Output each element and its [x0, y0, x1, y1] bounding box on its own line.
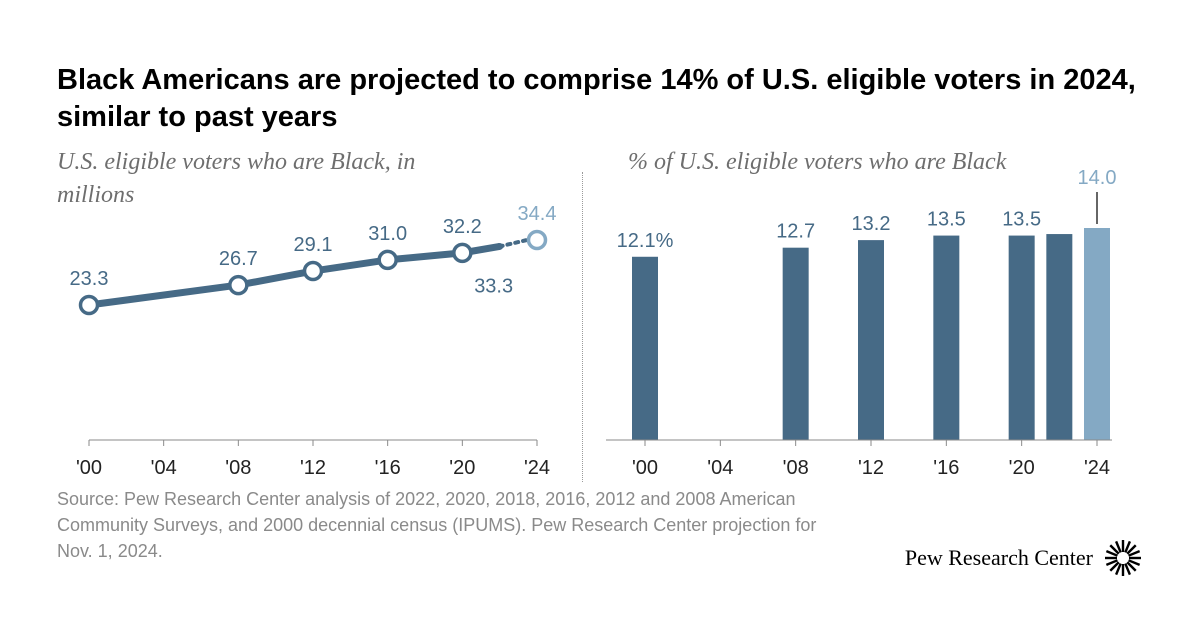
- x-tick-label: '12: [300, 457, 326, 479]
- bar-label: 13.5: [1002, 209, 1041, 231]
- sunburst-ray: [1126, 544, 1137, 555]
- data-point: [228, 274, 249, 296]
- data-label: 23.3: [70, 268, 109, 290]
- sunburst-ray: [1105, 550, 1118, 557]
- sunburst-ray: [1126, 561, 1137, 572]
- bar-projected: [1084, 228, 1110, 440]
- bar: [782, 247, 809, 440]
- data-point: [78, 294, 100, 316]
- bar: [1008, 235, 1035, 440]
- x-tick-label: '16: [933, 457, 959, 479]
- x-tick-label: '24: [524, 457, 550, 479]
- bar-chart-subtitle: % of U.S. eligible voters who are Black: [628, 149, 1007, 175]
- x-tick-label: '24: [1084, 457, 1110, 479]
- data-label: 32.2: [443, 216, 482, 238]
- bar: [933, 235, 960, 440]
- bar-label: 13.5: [927, 209, 966, 231]
- x-tick-label: '08: [225, 457, 251, 479]
- sunburst-ray: [1105, 559, 1118, 566]
- data-label: 26.7: [219, 248, 258, 270]
- sunburst-ray: [1109, 561, 1120, 572]
- data-label: 34.4: [518, 203, 557, 225]
- sunburst-ray: [1109, 544, 1120, 555]
- data-point-2022: [496, 242, 504, 250]
- bar-label: 13.2: [852, 213, 891, 235]
- projection-line: [497, 238, 529, 249]
- x-tick-label: '00: [76, 457, 102, 479]
- panel-divider: [582, 172, 583, 482]
- x-tick-label: '20: [449, 457, 475, 479]
- x-tick-label: '12: [858, 457, 884, 479]
- x-tick-label: '00: [632, 457, 658, 479]
- data-point: [377, 249, 398, 271]
- sunburst-ray: [1124, 540, 1131, 553]
- data-point: [452, 242, 473, 264]
- x-tick-label: '08: [783, 457, 809, 479]
- data-label: 33.3: [474, 275, 513, 297]
- sunburst-ray: [1115, 540, 1122, 553]
- bar: [632, 256, 658, 440]
- sunburst-icon: [1105, 540, 1141, 576]
- source-note: Source: Pew Research Center analysis of …: [57, 489, 817, 561]
- x-tick-label: '16: [375, 457, 401, 479]
- data-point: [302, 260, 324, 282]
- sunburst-ray: [1115, 563, 1122, 576]
- chart-title: Black Americans are projected to compris…: [57, 64, 1136, 133]
- sunburst-ray: [1128, 559, 1141, 566]
- sunburst-ray: [1124, 563, 1131, 576]
- data-label: 31.0: [368, 223, 407, 245]
- sunburst-ray: [1128, 550, 1141, 557]
- bar-label: 14.0: [1078, 167, 1117, 189]
- data-point: [526, 229, 548, 251]
- x-tick-label: '04: [707, 457, 733, 479]
- line-chart-subtitle: U.S. eligible voters who are Black, in m…: [57, 149, 416, 208]
- bar: [1046, 234, 1073, 440]
- bar-label: 12.1%: [617, 230, 674, 252]
- x-tick-label: '04: [151, 457, 177, 479]
- x-tick-label: '20: [1009, 457, 1035, 479]
- bar-label: 12.7: [776, 221, 815, 243]
- data-label: 29.1: [294, 234, 333, 256]
- pew-logo: Pew Research Center: [905, 538, 1143, 578]
- bar: [858, 240, 884, 440]
- brand-name: Pew Research Center: [904, 545, 1093, 570]
